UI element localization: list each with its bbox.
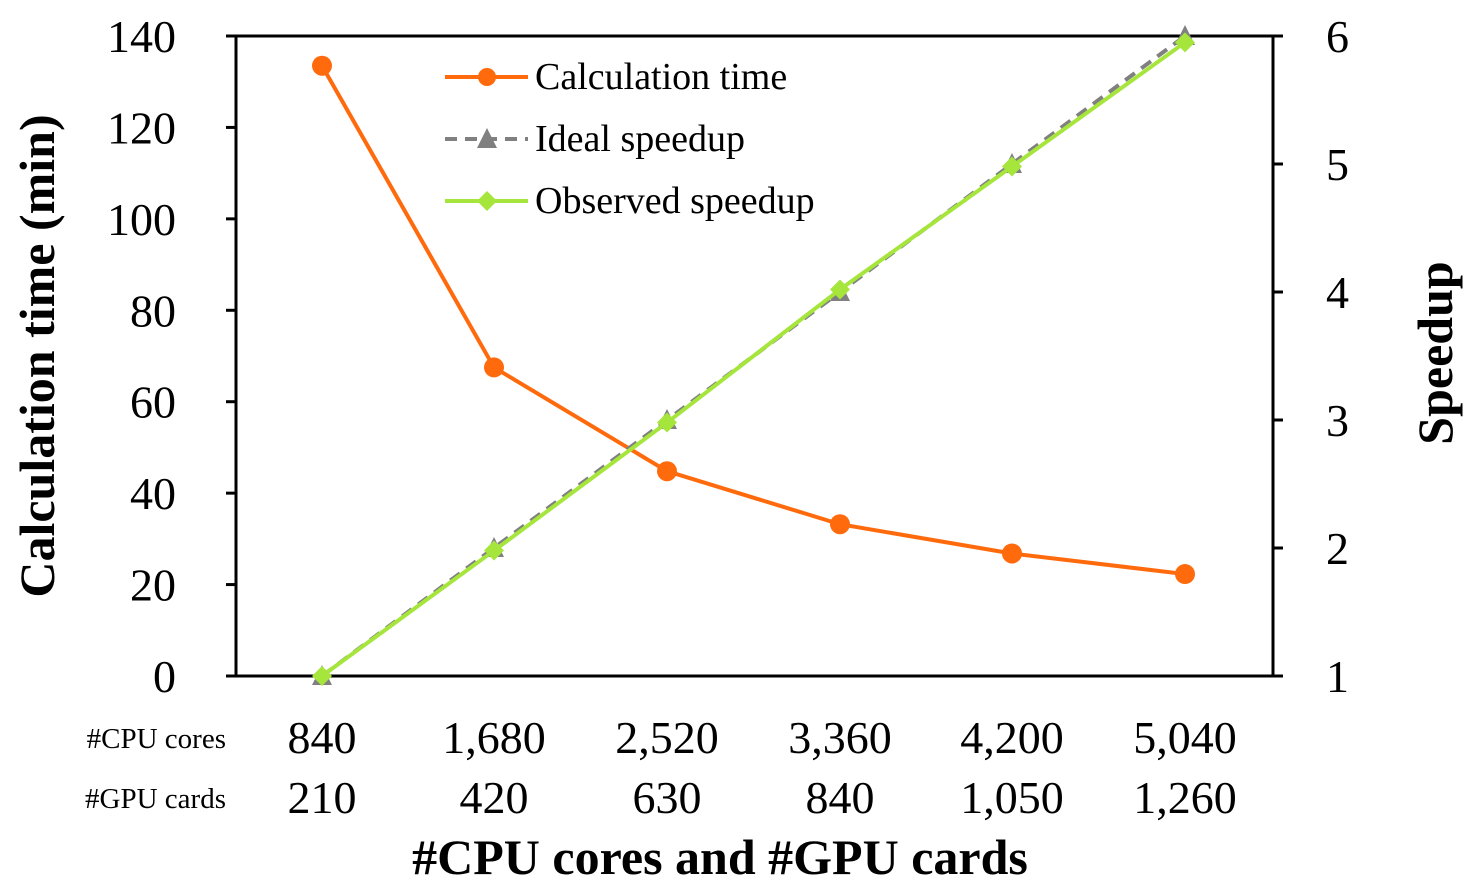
y-left-tick-label: 100 (107, 194, 176, 245)
data-point-observed-speedup (484, 540, 504, 561)
x-category-labels: 840 1,680 2,520 3,360 4,200 5,040 210 420 630 840… (288, 712, 1237, 823)
data-point-calculation-time (657, 461, 677, 482)
y-right-tick-label: 2 (1326, 523, 1349, 574)
legend-item-ideal-speedup: Ideal speedup (445, 118, 745, 160)
data-point-calculation-time (484, 357, 504, 378)
cpu-row-label: #CPU cores (87, 723, 226, 755)
series-line-calculation-time (320, 64, 1186, 577)
y-left-tick-label: 120 (107, 102, 176, 153)
legend-item-observed-speedup: Observed speedup (445, 180, 815, 222)
y-left-axis-title: Calculation time (min) (9, 114, 65, 597)
x-gpu-tick-label: 210 (288, 772, 357, 823)
x-cpu-tick-label: 2,520 (615, 712, 719, 763)
x-cpu-tick-label: 3,360 (788, 712, 892, 763)
legend-label-observed-speedup: Observed speedup (535, 180, 815, 222)
series-line-observed-speedup (320, 40, 1187, 678)
data-point-calculation-time (1002, 543, 1022, 564)
y-left-tick-label: 20 (130, 560, 176, 611)
legend-label-calculation-time: Calculation time (535, 56, 787, 98)
y-left-tick-label: 40 (130, 468, 176, 519)
x-cpu-tick-label: 840 (288, 712, 357, 763)
data-point-calculation-time (830, 514, 850, 535)
y-left-tick-label: 0 (153, 651, 176, 702)
right-axis-ticks: 1 2 3 4 5 6 (1273, 11, 1349, 702)
series-layer (312, 25, 1195, 686)
data-point-calculation-time (312, 55, 332, 76)
y-right-tick-label: 5 (1326, 139, 1349, 190)
y-left-tick-label: 80 (130, 285, 176, 336)
y-left-tick-label: 140 (107, 11, 176, 62)
x-gpu-tick-label: 630 (633, 772, 702, 823)
legend: Calculation time Ideal speedup Observed … (445, 56, 815, 222)
y-left-tick-label: 60 (130, 377, 176, 428)
y-right-tick-label: 3 (1326, 395, 1349, 446)
x-gpu-tick-label: 1,050 (960, 772, 1064, 823)
x-cpu-tick-label: 4,200 (960, 712, 1064, 763)
x-cpu-tick-label: 5,040 (1133, 712, 1237, 763)
legend-item-calculation-time: Calculation time (445, 56, 787, 98)
y-right-tick-label: 1 (1326, 651, 1349, 702)
x-cpu-tick-label: 1,680 (442, 712, 546, 763)
data-point-observed-speedup (1175, 32, 1195, 53)
data-point-observed-speedup (312, 666, 332, 686)
data-point-observed-speedup (830, 279, 850, 300)
y-right-axis-title: Speedup (1407, 261, 1463, 444)
data-point-observed-speedup (1002, 156, 1022, 177)
x-axis-title: #CPU cores and #GPU cards (412, 829, 1028, 885)
data-point-observed-speedup (657, 412, 677, 433)
data-point-calculation-time (1175, 564, 1195, 585)
y-right-tick-label: 6 (1326, 11, 1349, 62)
left-axis-ticks: 0 20 40 60 80 100 120 140 (107, 11, 236, 702)
x-gpu-tick-label: 1,260 (1133, 772, 1237, 823)
gpu-row-label: #GPU cards (85, 783, 226, 815)
y-right-tick-label: 4 (1326, 267, 1349, 318)
x-gpu-tick-label: 420 (460, 772, 529, 823)
plot-area (234, 34, 1275, 678)
legend-label-ideal-speedup: Ideal speedup (535, 118, 745, 160)
x-gpu-tick-label: 840 (806, 772, 875, 823)
